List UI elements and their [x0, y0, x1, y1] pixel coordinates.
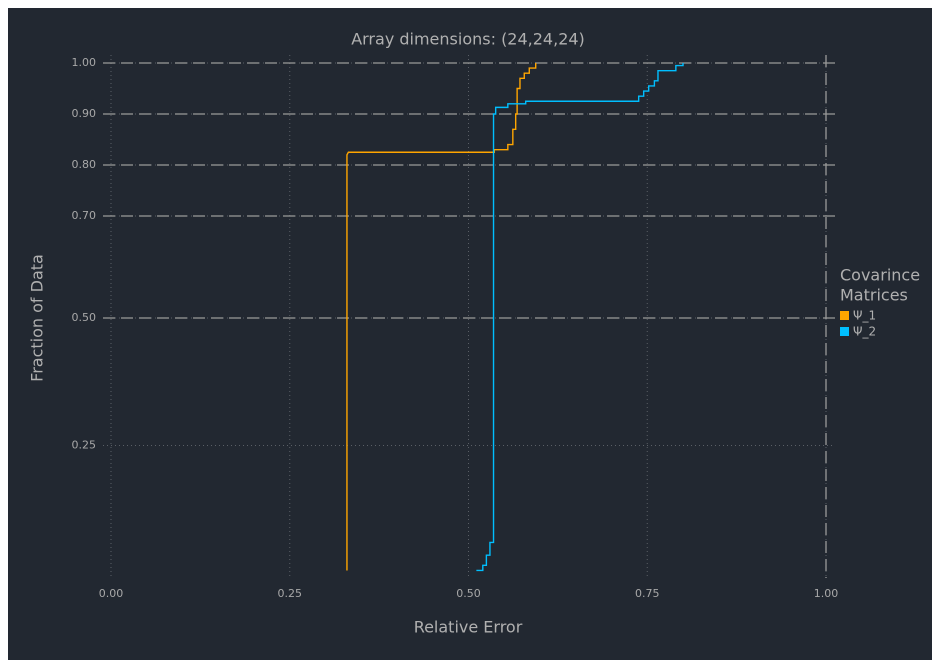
legend-swatch — [840, 311, 849, 320]
legend-title: Matrices — [840, 286, 908, 305]
x-axis-label: Relative Error — [414, 618, 523, 637]
x-tick-label: 0.75 — [635, 587, 660, 600]
y-tick-label: 0.50 — [72, 311, 97, 324]
background — [8, 8, 932, 660]
series-line — [346, 63, 537, 571]
y-tick-label: 0.70 — [72, 209, 97, 222]
y-tick-label: 0.80 — [72, 158, 97, 171]
legend-label: Ψ_1 — [853, 309, 876, 323]
legend-title: Covarince — [840, 266, 920, 285]
y-tick-label: 1.00 — [72, 56, 97, 69]
x-tick-label: 0.50 — [456, 587, 481, 600]
chart-title: Array dimensions: (24,24,24) — [351, 30, 585, 49]
x-tick-label: 0.00 — [99, 587, 124, 600]
x-tick-label: 1.00 — [814, 587, 839, 600]
legend-swatch — [840, 327, 849, 336]
y-axis-label: Fraction of Data — [28, 254, 47, 382]
x-tick-label: 0.25 — [278, 587, 303, 600]
legend-label: Ψ_2 — [853, 325, 876, 339]
y-tick-label: 0.25 — [72, 439, 97, 452]
y-tick-label: 0.90 — [72, 107, 97, 120]
series-line — [476, 63, 684, 572]
